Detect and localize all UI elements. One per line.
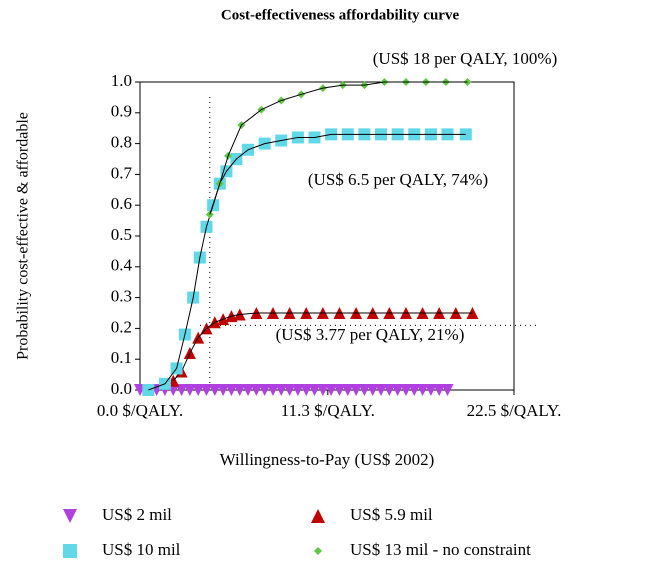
- marker: [325, 384, 338, 396]
- marker: [316, 384, 329, 396]
- marker: [383, 384, 396, 396]
- marker: [391, 384, 404, 396]
- marker: [175, 384, 188, 396]
- marker: [441, 384, 454, 396]
- marker: [341, 384, 354, 396]
- y-tick-label: 0.2: [111, 317, 132, 336]
- y-tick-label: 0.5: [111, 225, 132, 244]
- marker: [366, 384, 379, 396]
- marker: [300, 384, 313, 396]
- marker: [416, 384, 429, 396]
- y-tick-label: 0.6: [111, 194, 132, 213]
- marker: [258, 384, 271, 396]
- fit-curve: [209, 81, 468, 215]
- fit-curve: [148, 133, 466, 391]
- marker: [266, 384, 279, 396]
- legend-marker: [63, 544, 77, 558]
- marker: [200, 384, 213, 396]
- y-tick-label: 0.1: [111, 348, 132, 367]
- marker: [208, 384, 221, 396]
- marker: [183, 384, 196, 396]
- marker: [375, 384, 388, 396]
- y-tick-label: 0.8: [111, 133, 132, 152]
- x-tick-label: 22.5 $/QALY.: [467, 401, 562, 420]
- legend-label: US$ 5.9 mil: [350, 505, 433, 524]
- y-tick-label: 0.9: [111, 102, 132, 121]
- x-tick-label: 11.3 $/QALY.: [281, 401, 375, 420]
- marker: [308, 384, 321, 396]
- y-tick-label: 0.4: [111, 256, 133, 275]
- marker: [358, 384, 371, 396]
- legend-label: US$ 13 mil - no constraint: [350, 540, 531, 559]
- legend-marker: [314, 547, 322, 555]
- marker: [291, 384, 304, 396]
- marker: [283, 384, 296, 396]
- marker: [233, 384, 246, 396]
- marker: [408, 384, 421, 396]
- marker: [250, 384, 263, 396]
- y-tick-label: 0.3: [111, 287, 132, 306]
- legend-label: US$ 10 mil: [102, 540, 181, 559]
- legend-marker: [311, 509, 325, 523]
- marker: [333, 384, 346, 396]
- marker: [399, 384, 412, 396]
- marker: [350, 384, 363, 396]
- marker: [242, 384, 255, 396]
- annotation: (US$ 18 per QALY, 100%): [373, 49, 558, 68]
- x-axis-label: Willingness-to-Pay (US$ 2002): [220, 450, 435, 469]
- chart-title: Cost-effectiveness affordability curve: [221, 7, 460, 23]
- y-tick-label: 0.0: [111, 379, 132, 398]
- marker: [275, 384, 288, 396]
- legend-marker: [63, 509, 77, 523]
- marker: [424, 384, 437, 396]
- marker: [192, 384, 205, 396]
- annotation: (US$ 3.77 per QALY, 21%): [276, 325, 465, 344]
- marker: [225, 384, 238, 396]
- marker: [433, 384, 446, 396]
- legend-label: US$ 2 mil: [102, 505, 172, 524]
- y-tick-label: 1.0: [111, 71, 132, 90]
- annotation: (US$ 6.5 per QALY, 74%): [308, 170, 488, 189]
- marker: [217, 384, 230, 396]
- y-tick-label: 0.7: [111, 163, 133, 182]
- y-axis-label: Probability cost-effective & affordable: [15, 112, 32, 360]
- x-tick-label: 0.0 $/QALY.: [97, 401, 183, 420]
- fit-curve: [172, 312, 473, 382]
